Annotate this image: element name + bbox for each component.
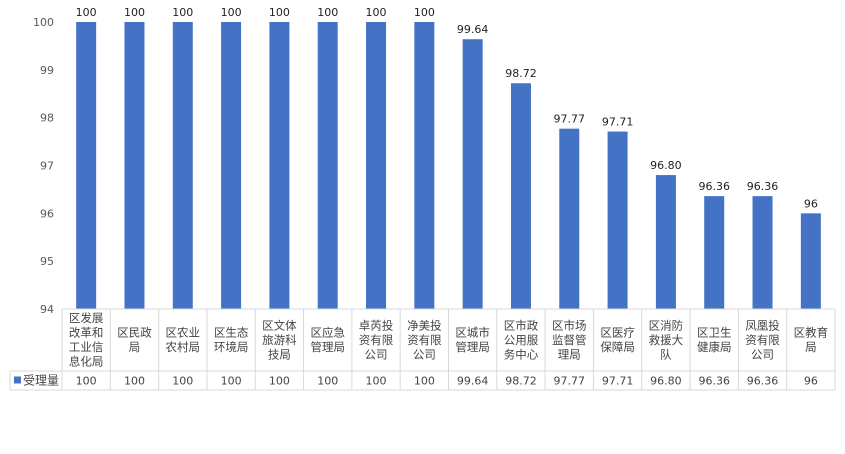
table-value-15: 96 xyxy=(804,375,818,388)
category-label-13-line-1: 健康局 xyxy=(697,340,732,354)
bar-8 xyxy=(462,39,483,309)
category-label-5-line-1: 管理局 xyxy=(310,340,345,354)
table-value-14: 96.36 xyxy=(747,375,779,388)
category-label-11-line-0: 区医疗 xyxy=(600,326,635,340)
bar-1 xyxy=(124,22,145,309)
bar-5 xyxy=(317,22,338,309)
data-label-3: 100 xyxy=(221,6,242,19)
category-label-0-line-3: 息化局 xyxy=(69,355,104,369)
table-value-3: 100 xyxy=(221,375,242,388)
data-label-9: 98.72 xyxy=(505,67,537,80)
data-label-8: 99.64 xyxy=(457,23,489,36)
table-value-11: 97.71 xyxy=(602,375,634,388)
table-value-1: 100 xyxy=(124,375,145,388)
category-label-8-line-1: 管理局 xyxy=(455,340,490,354)
category-label-10-line-2: 理局 xyxy=(558,347,581,361)
category-label-12-line-2: 队 xyxy=(660,347,672,361)
category-label-14-line-1: 资有限 xyxy=(745,333,780,347)
category-label-1-line-1: 局 xyxy=(129,340,141,354)
category-label-0-line-0: 区发展 xyxy=(69,311,104,325)
category-label-3-line-0: 区生态 xyxy=(214,326,249,340)
category-label-14-line-0: 凤凰投 xyxy=(745,318,780,332)
data-label-7: 100 xyxy=(414,6,435,19)
category-label-4-line-0: 区文体 xyxy=(262,318,297,332)
category-label-6-line-1: 资有限 xyxy=(359,333,394,347)
table-value-10: 97.77 xyxy=(554,375,586,388)
data-label-5: 100 xyxy=(317,6,338,19)
bar-10 xyxy=(559,128,580,309)
category-label-15-line-0: 区教育 xyxy=(794,326,829,340)
table-value-12: 96.80 xyxy=(650,375,682,388)
category-label-3-line-1: 环境局 xyxy=(214,340,249,354)
category-label-4-line-2: 技局 xyxy=(268,347,291,361)
bar-7 xyxy=(414,22,435,309)
table-value-8: 99.64 xyxy=(457,375,489,388)
category-label-4-line-1: 旅游科 xyxy=(262,333,297,347)
category-label-6-line-2: 公司 xyxy=(365,347,388,361)
category-label-11-line-1: 保障局 xyxy=(600,340,635,354)
bar-13 xyxy=(704,196,725,309)
y-tick-label-3: 97 xyxy=(40,160,54,173)
data-label-6: 100 xyxy=(366,6,387,19)
data-label-14: 96.36 xyxy=(747,180,779,193)
y-tick-label-1: 95 xyxy=(40,255,54,268)
bar-0 xyxy=(76,22,97,309)
bar-9 xyxy=(510,83,531,309)
data-label-1: 100 xyxy=(124,6,145,19)
data-label-13: 96.36 xyxy=(698,180,730,193)
category-label-2-line-1: 农村局 xyxy=(166,340,201,354)
category-label-5-line-0: 区应急 xyxy=(310,326,345,340)
y-tick-label-2: 96 xyxy=(40,207,54,220)
y-tick-label-0: 94 xyxy=(40,303,54,316)
data-label-10: 97.77 xyxy=(554,113,586,126)
data-label-15: 96 xyxy=(804,197,818,210)
category-label-7-line-2: 公司 xyxy=(413,347,436,361)
category-label-8-line-0: 区城市 xyxy=(455,326,490,340)
data-label-2: 100 xyxy=(172,6,193,19)
category-label-12-line-0: 区消防 xyxy=(649,318,684,332)
data-label-4: 100 xyxy=(269,6,290,19)
category-label-0-line-1: 改革和 xyxy=(69,326,104,340)
category-label-9-line-0: 区市政 xyxy=(504,318,539,332)
bar-3 xyxy=(221,22,242,309)
category-label-2-line-0: 区农业 xyxy=(166,326,201,340)
category-label-0-line-2: 工业信 xyxy=(69,340,104,354)
table-value-4: 100 xyxy=(269,375,290,388)
category-label-9-line-1: 公用服 xyxy=(504,333,539,347)
bar-15 xyxy=(800,213,821,309)
table-value-9: 98.72 xyxy=(505,375,537,388)
table-value-2: 100 xyxy=(172,375,193,388)
category-label-12-line-1: 救援大 xyxy=(649,333,684,347)
data-label-0: 100 xyxy=(76,6,97,19)
bar-2 xyxy=(172,22,193,309)
category-label-10-line-0: 区市场 xyxy=(552,318,587,332)
table-value-0: 100 xyxy=(76,375,97,388)
table-value-7: 100 xyxy=(414,375,435,388)
table-value-5: 100 xyxy=(317,375,338,388)
data-label-12: 96.80 xyxy=(650,159,682,172)
bar-6 xyxy=(366,22,387,309)
y-tick-label-4: 98 xyxy=(40,112,54,125)
category-label-13-line-0: 区卫生 xyxy=(697,326,732,340)
legend-label: 受理量 xyxy=(23,374,59,388)
category-label-7-line-1: 资有限 xyxy=(407,333,442,347)
category-label-1-line-0: 区民政 xyxy=(117,326,152,340)
bar-4 xyxy=(269,22,290,309)
data-label-11: 97.71 xyxy=(602,116,634,129)
bar-12 xyxy=(655,175,676,309)
y-tick-label-6: 100 xyxy=(33,16,54,29)
y-tick-label-5: 99 xyxy=(40,64,54,77)
table-value-6: 100 xyxy=(366,375,387,388)
category-label-7-line-0: 净美投 xyxy=(407,318,442,332)
bar-14 xyxy=(752,196,773,309)
category-label-6-line-0: 卓芮投 xyxy=(359,318,394,332)
category-label-15-line-1: 局 xyxy=(805,340,817,354)
bar-11 xyxy=(607,131,628,309)
legend-swatch xyxy=(14,376,21,384)
category-label-14-line-2: 公司 xyxy=(751,347,774,361)
category-label-9-line-2: 务中心 xyxy=(504,347,539,361)
table-value-13: 96.36 xyxy=(698,375,730,388)
category-label-10-line-1: 监督管 xyxy=(552,333,587,347)
